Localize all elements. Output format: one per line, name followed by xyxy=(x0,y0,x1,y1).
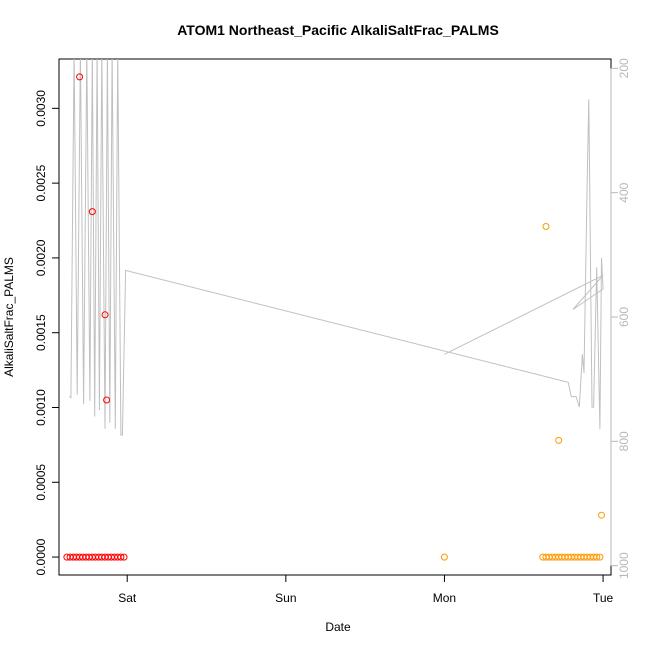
y-tick-label: 0.0020 xyxy=(34,239,48,276)
x-tick-label: Tue xyxy=(593,591,614,605)
orange-data-point xyxy=(596,553,604,561)
red-points-layer xyxy=(63,73,128,561)
orange-data-point xyxy=(555,436,563,444)
chart-title: ATOM1 Northeast_Pacific AlkaliSaltFrac_P… xyxy=(177,22,499,38)
left-axis: 0.0000 0.0005 0.0010 0.0015 0.0020 0.0025 0.00… xyxy=(34,90,59,575)
red-data-point xyxy=(101,311,109,319)
right-axis: 200 400 600 800 1000 xyxy=(610,58,631,579)
red-data-point xyxy=(117,553,125,561)
orange-points-layer xyxy=(440,223,605,561)
red-data-point xyxy=(103,396,111,404)
y2-tick-label: 1000 xyxy=(617,552,631,579)
red-data-point xyxy=(76,73,84,81)
y2-tick-label: 200 xyxy=(617,58,631,78)
altitude-line xyxy=(69,59,604,436)
y-tick-label: 0.0010 xyxy=(34,389,48,426)
plot-area xyxy=(58,58,612,576)
orange-data-point xyxy=(593,553,601,561)
y-axis-label: AlkaliSaltFrac_PALMS xyxy=(2,257,16,377)
y-tick-label: 0.0030 xyxy=(34,90,48,127)
red-data-point xyxy=(88,208,96,216)
orange-data-point xyxy=(440,553,448,561)
y2-tick-label: 400 xyxy=(617,182,631,202)
x-tick-label: Mon xyxy=(433,591,456,605)
orange-data-point xyxy=(598,511,605,519)
x-axis-label: Date xyxy=(325,620,351,634)
red-data-point xyxy=(120,553,128,561)
y-tick-label: 0.0005 xyxy=(34,464,48,501)
x-tick-label: Sat xyxy=(118,591,137,605)
y-tick-label: 0.0025 xyxy=(34,164,48,201)
y-tick-label: 0.0015 xyxy=(34,314,48,351)
y-tick-label: 0.0000 xyxy=(34,538,48,575)
y2-tick-label: 800 xyxy=(617,431,631,451)
orange-data-point xyxy=(542,223,550,230)
x-tick-label: Sun xyxy=(275,591,296,605)
y2-tick-label: 600 xyxy=(617,307,631,327)
bottom-axis: Sat Sun Mon Tue xyxy=(118,575,614,605)
altitude-line-layer xyxy=(69,59,604,436)
